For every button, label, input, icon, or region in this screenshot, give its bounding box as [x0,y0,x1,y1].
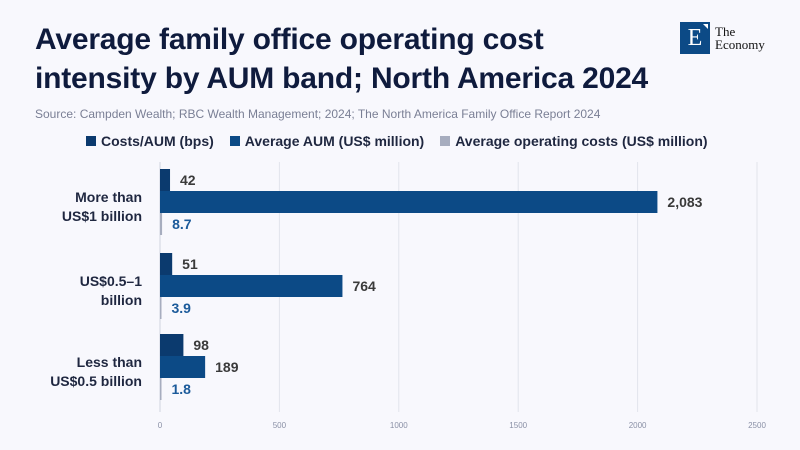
category-label-1-line-1: billion [101,292,142,308]
bar-0-1 [160,253,173,275]
logo-line-2: Economy [715,37,765,52]
x-tick-label-2000: 2000 [629,421,647,430]
category-label-1-line-0: US$0.5–1 [80,273,142,289]
logo-line-1: The [715,24,736,39]
legend-swatch-costs-aum [86,136,96,146]
legend-label-costs-aum: Costs/AUM (bps) [101,133,214,149]
legend-item-operating-costs: Average operating costs (US$ million) [440,133,708,149]
chart-source: Source: Campden Wealth; RBC Wealth Manag… [35,107,601,121]
x-tick-label-0: 0 [158,421,163,430]
data-label-1-2: 189 [215,359,239,375]
category-label-2-line-1: US$0.5 billion [50,373,142,389]
legend-item-average-aum: Average AUM (US$ million) [229,133,425,149]
legend-swatch-average-aum [229,136,240,146]
bar-2-2 [160,378,162,400]
bar-2-1 [160,297,162,319]
bar-0-2 [160,334,184,356]
data-label-1-1: 764 [352,278,376,294]
legend-label-operating-costs: Average operating costs (US$ million) [455,133,708,149]
logo-e-icon: E [680,22,710,54]
chart-legend: Costs/AUM (bps) Average AUM (US$ million… [86,133,708,149]
legend-swatch-operating-costs [440,136,451,146]
logo-text: The Economy [715,25,765,51]
the-economy-logo: E The Economy [680,22,765,54]
legend-item-costs-aum: Costs/AUM (bps) [86,133,214,149]
chart-title: Average family office operating cost int… [35,23,649,95]
bar-1-2 [160,356,206,378]
category-label-2-line-0: Less than [77,354,142,370]
category-label-0-line-0: More than [75,189,142,205]
data-label-2-1: 3.9 [172,300,192,316]
data-label-0-2: 98 [193,337,209,353]
x-tick-label-1500: 1500 [509,421,527,430]
category-label-0-line-1: US$1 billion [62,208,142,224]
bar-1-0 [160,191,658,213]
data-label-0-0: 42 [180,172,196,188]
x-tick-label-2500: 2500 [748,421,766,430]
data-label-1-0: 2,083 [667,194,702,210]
x-tick-label-500: 500 [273,421,287,430]
x-tick-label-1000: 1000 [390,421,408,430]
data-label-2-0: 8.7 [172,216,192,232]
data-label-2-2: 1.8 [172,381,192,397]
bar-0-0 [160,169,171,191]
bar-2-0 [160,213,163,235]
data-label-0-1: 51 [182,256,198,272]
legend-label-average-aum: Average AUM (US$ million) [244,133,425,149]
bar-1-1 [160,275,343,297]
